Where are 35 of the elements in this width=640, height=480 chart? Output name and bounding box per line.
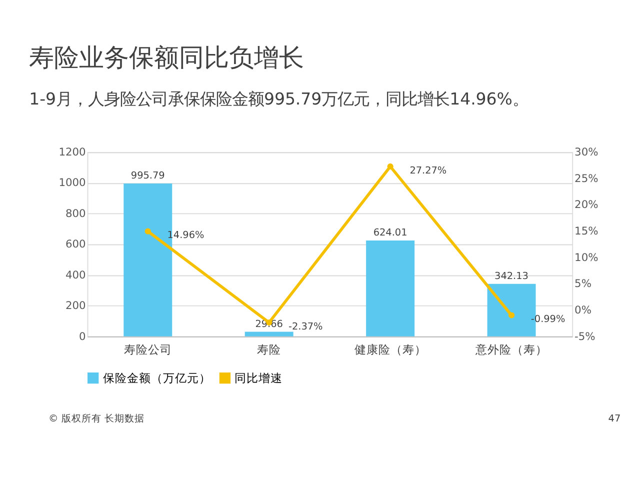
legend-label: 保险金额（万亿元） <box>102 370 211 385</box>
y2-tick-label: 20% <box>574 198 598 212</box>
data-label: 995.79 <box>130 170 165 182</box>
x-tick-label: 寿险 <box>257 342 282 356</box>
point <box>144 228 151 234</box>
x-tick-label: 健康险（寿） <box>354 342 426 356</box>
y-tick-label: 600 <box>65 238 86 251</box>
y-tick-label: 800 <box>65 206 86 220</box>
y2-tick-label: 15% <box>574 224 598 238</box>
y-tick-label: 400 <box>65 268 86 282</box>
data-label: -2.37% <box>288 321 323 332</box>
y2-tick-label: 10% <box>574 250 598 264</box>
y-tick-label: 1000 <box>58 176 86 190</box>
data-label: 624.01 <box>373 228 408 239</box>
legend-label: 同比增速 <box>234 370 283 385</box>
y2-tick-label: -5% <box>574 330 596 343</box>
point <box>508 312 515 318</box>
text: 47 <box>608 414 621 425</box>
data-label: 342.13 <box>494 270 528 282</box>
bar <box>244 332 294 336</box>
point <box>387 163 394 170</box>
data-label: 27.27% <box>410 165 447 176</box>
y-tick-label: 0 <box>79 330 86 343</box>
y2-tick-label: 30% <box>574 146 598 159</box>
y2-tick-label: 5% <box>574 277 592 290</box>
x-tick-label: 意外险（寿） <box>474 342 548 356</box>
y2-tick-label: 25% <box>574 172 598 185</box>
y-tick-label: 200 <box>65 299 86 312</box>
y-tick-label: 1200 <box>58 146 86 159</box>
y2-tick-label: 0% <box>574 303 592 316</box>
bar <box>366 240 415 336</box>
text: © 版权所有 长期数据 <box>48 412 144 425</box>
x-tick-label: 寿险公司 <box>124 342 172 356</box>
chart-title: 寿险业务保额同比负增长 <box>29 42 304 72</box>
chart-subtitle: 1-9月，人身险公司承保保险金额995.79万亿元，同比增长14.96%。 <box>29 90 528 109</box>
